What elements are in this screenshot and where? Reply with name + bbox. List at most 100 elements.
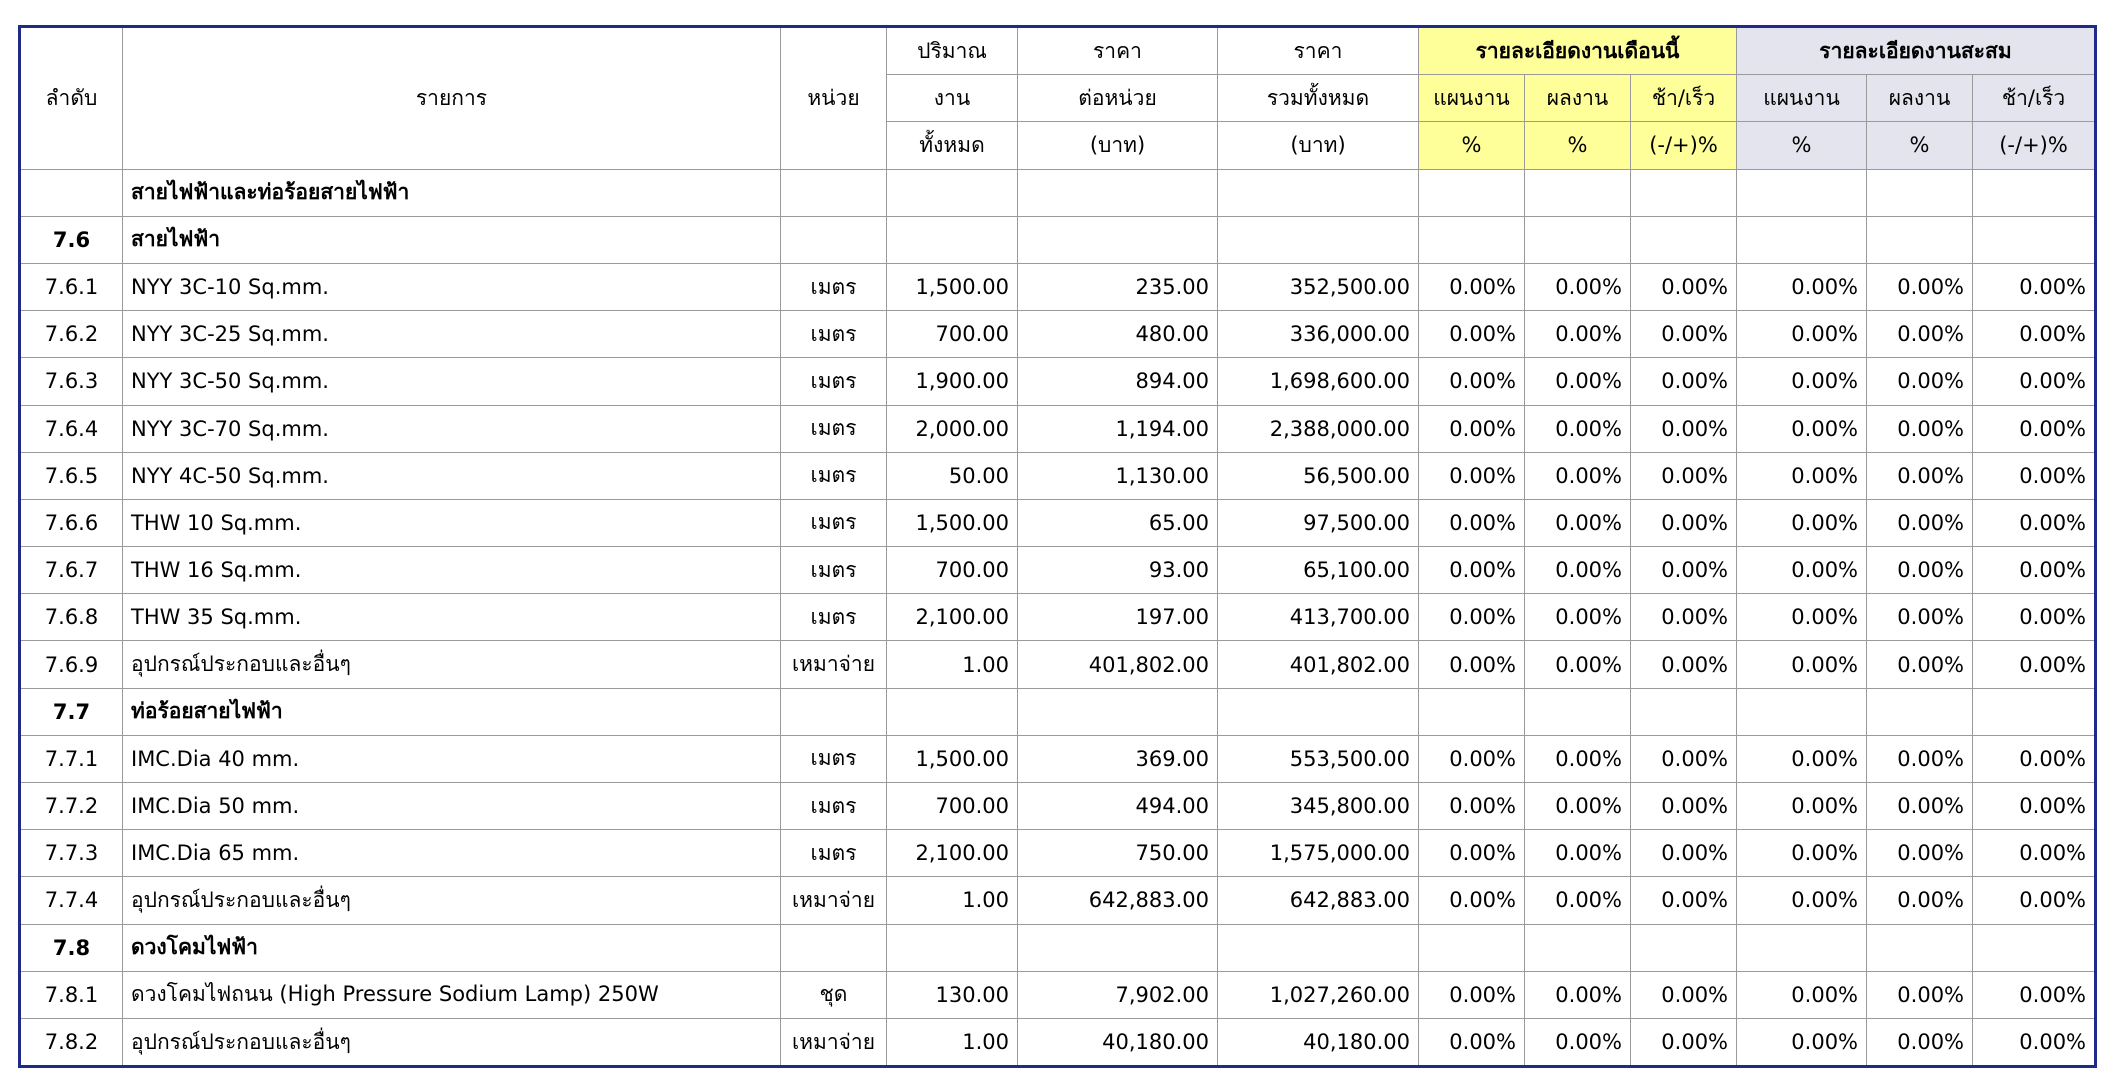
- row-unit-price: 65.00: [1017, 498, 1218, 548]
- row-seq: 7.6.9: [19, 640, 123, 689]
- row-cumulative-result: 0.00%: [1866, 829, 1974, 878]
- row-cumulative-plan: 0.00%: [1736, 262, 1868, 312]
- row-qty: 1,500.00: [886, 734, 1018, 784]
- row-monthly-plan: 0.00%: [1418, 310, 1525, 359]
- title-row: สายไฟฟ้าและท่อร้อยสายไฟฟ้า: [19, 168, 2097, 217]
- empty-cell: [1217, 923, 1419, 972]
- row-cumulative-diff: 0.00%: [1972, 640, 2097, 689]
- row-qty: 2,000.00: [886, 404, 1018, 453]
- row-monthly-diff: 0.00%: [1629, 876, 1738, 925]
- header-unit-price-line2: ต่อหน่วย: [1017, 74, 1218, 123]
- row-monthly-result: 0.00%: [1524, 1017, 1631, 1068]
- row-cumulative-result: 0.00%: [1866, 404, 1974, 453]
- row-seq: 7.6.7: [19, 546, 123, 595]
- row-cumulative-result: 0.00%: [1866, 640, 1974, 689]
- row-total-price: 336,000.00: [1217, 310, 1419, 359]
- row-cumulative-diff: 0.00%: [1972, 829, 2097, 878]
- table-row: 7.6.9 อุปกรณ์ประกอบและอื่นๆ เหมาจ่าย 1.00 40…: [19, 640, 2097, 689]
- row-monthly-plan: 0.00%: [1418, 781, 1525, 831]
- table-row: 7.7.1 IMC.Dia 40 mm. เมตร 1,500.00 369.00 553…: [19, 734, 2097, 784]
- empty-cell: [1418, 923, 1525, 972]
- row-total-price: 56,500.00: [1217, 451, 1419, 500]
- row-qty: 2,100.00: [886, 829, 1018, 878]
- row-cumulative-plan: 0.00%: [1736, 593, 1868, 642]
- row-total-price: 642,883.00: [1217, 876, 1419, 925]
- row-unit-price: 494.00: [1017, 781, 1218, 831]
- row-unit: เมตร: [780, 593, 887, 642]
- row-item: NYY 3C-70 Sq.mm.: [122, 404, 781, 453]
- header-monthly-group: รายละเอียดงานเดือนนี้: [1417, 25, 1738, 76]
- header-item: รายการ: [122, 26, 781, 170]
- empty-cell: [1736, 168, 1868, 217]
- row-monthly-plan: 0.00%: [1418, 640, 1525, 689]
- row-monthly-plan: 0.00%: [1418, 498, 1525, 548]
- row-qty: 50.00: [886, 451, 1018, 500]
- row-monthly-diff: 0.00%: [1629, 829, 1738, 878]
- row-seq: 7.8.2: [19, 1017, 123, 1068]
- empty-cell: [1017, 923, 1218, 972]
- row-item: อุปกรณ์ประกอบและอื่นๆ: [122, 876, 781, 925]
- row-item: อุปกรณ์ประกอบและอื่นๆ: [122, 640, 781, 689]
- row-unit: เหมาจ่าย: [780, 1017, 887, 1068]
- row-monthly-plan: 0.00%: [1418, 876, 1525, 925]
- row-cumulative-plan: 0.00%: [1736, 829, 1868, 878]
- row-unit: เมตร: [780, 734, 887, 784]
- progress-table: ลำดับ รายการ หน่วย ปริมาณ ราคา ราคา รายล…: [18, 25, 2098, 1069]
- empty-cell: [1736, 215, 1868, 264]
- row-monthly-result: 0.00%: [1524, 498, 1631, 548]
- row-cumulative-plan: 0.00%: [1736, 357, 1868, 406]
- row-seq: 7.6.1: [19, 262, 123, 312]
- row-unit-price: 93.00: [1017, 546, 1218, 595]
- row-total-price: 1,575,000.00: [1217, 829, 1419, 878]
- row-cumulative-plan: 0.00%: [1736, 781, 1868, 831]
- row-seq: 7.7.3: [19, 829, 123, 878]
- row-cumulative-diff: 0.00%: [1972, 593, 2097, 642]
- empty-cell: [1736, 687, 1868, 736]
- empty-cell: [1217, 168, 1419, 217]
- row-monthly-result: 0.00%: [1524, 357, 1631, 406]
- header-monthly-plan-pct: %: [1418, 121, 1525, 170]
- section-row: 7.7 ท่อร้อยสายไฟฟ้า: [19, 687, 2097, 736]
- row-unit: เหมาจ่าย: [780, 640, 887, 689]
- table-row: 7.7.2 IMC.Dia 50 mm. เมตร 700.00 494.00 345,8…: [19, 781, 2097, 831]
- empty-cell: [886, 168, 1018, 217]
- row-total-price: 40,180.00: [1217, 1017, 1419, 1068]
- row-cumulative-result: 0.00%: [1866, 546, 1974, 595]
- row-monthly-diff: 0.00%: [1629, 1017, 1738, 1068]
- row-unit: เมตร: [780, 546, 887, 595]
- row-total-price: 2,388,000.00: [1217, 404, 1419, 453]
- row-unit: เมตร: [780, 498, 887, 548]
- empty-cell: [1629, 687, 1738, 736]
- row-unit-price: 480.00: [1017, 310, 1218, 359]
- empty-cell: [1629, 923, 1738, 972]
- row-unit-price: 369.00: [1017, 734, 1218, 784]
- row-seq: 7.6.8: [19, 593, 123, 642]
- row-unit: เมตร: [780, 262, 887, 312]
- row-qty: 700.00: [886, 546, 1018, 595]
- header-total-price-line2: รวมทั้งหมด: [1217, 74, 1419, 123]
- row-unit: เมตร: [780, 829, 887, 878]
- row-monthly-diff: 0.00%: [1629, 451, 1738, 500]
- row-cumulative-diff: 0.00%: [1972, 498, 2097, 548]
- row-qty: 1,500.00: [886, 498, 1018, 548]
- row-unit: เมตร: [780, 404, 887, 453]
- row-cumulative-plan: 0.00%: [1736, 734, 1868, 784]
- row-cumulative-result: 0.00%: [1866, 781, 1974, 831]
- row-cumulative-plan: 0.00%: [1736, 640, 1868, 689]
- row-cumulative-diff: 0.00%: [1972, 970, 2097, 1019]
- section-row: 7.6 สายไฟฟ้า: [19, 215, 2097, 264]
- row-cumulative-diff: 0.00%: [1972, 734, 2097, 784]
- row-monthly-result: 0.00%: [1524, 546, 1631, 595]
- row-cumulative-plan: 0.00%: [1736, 970, 1868, 1019]
- row-qty: 1,500.00: [886, 262, 1018, 312]
- row-monthly-plan: 0.00%: [1418, 546, 1525, 595]
- header-total-price-line1: ราคา: [1217, 25, 1419, 76]
- row-unit-price: 894.00: [1017, 357, 1218, 406]
- empty-cell: [1217, 215, 1419, 264]
- empty-cell: [1629, 215, 1738, 264]
- row-monthly-result: 0.00%: [1524, 829, 1631, 878]
- section-seq: 7.6: [19, 215, 123, 264]
- row-cumulative-diff: 0.00%: [1972, 546, 2097, 595]
- row-item: THW 16 Sq.mm.: [122, 546, 781, 595]
- empty-cell: [1972, 168, 2097, 217]
